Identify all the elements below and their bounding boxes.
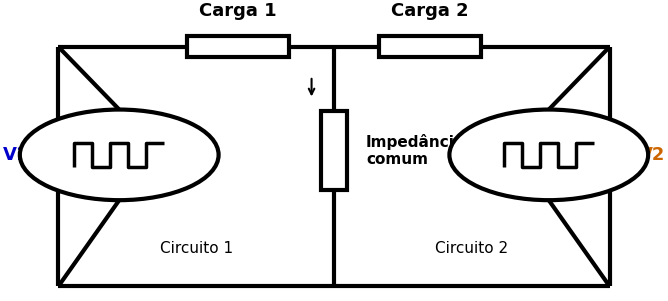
Bar bbox=[186, 36, 289, 57]
Text: Carga 1: Carga 1 bbox=[199, 2, 277, 20]
Ellipse shape bbox=[450, 110, 648, 200]
Bar bbox=[379, 36, 482, 57]
Text: V1: V1 bbox=[3, 146, 29, 164]
Text: Circuito 1: Circuito 1 bbox=[160, 241, 232, 256]
Ellipse shape bbox=[20, 110, 218, 200]
Text: Circuito 2: Circuito 2 bbox=[436, 241, 508, 256]
Text: Impedância
comum: Impedância comum bbox=[366, 134, 466, 167]
Text: Carga 2: Carga 2 bbox=[391, 2, 469, 20]
Bar bbox=[321, 111, 347, 190]
Text: V2: V2 bbox=[639, 146, 665, 164]
